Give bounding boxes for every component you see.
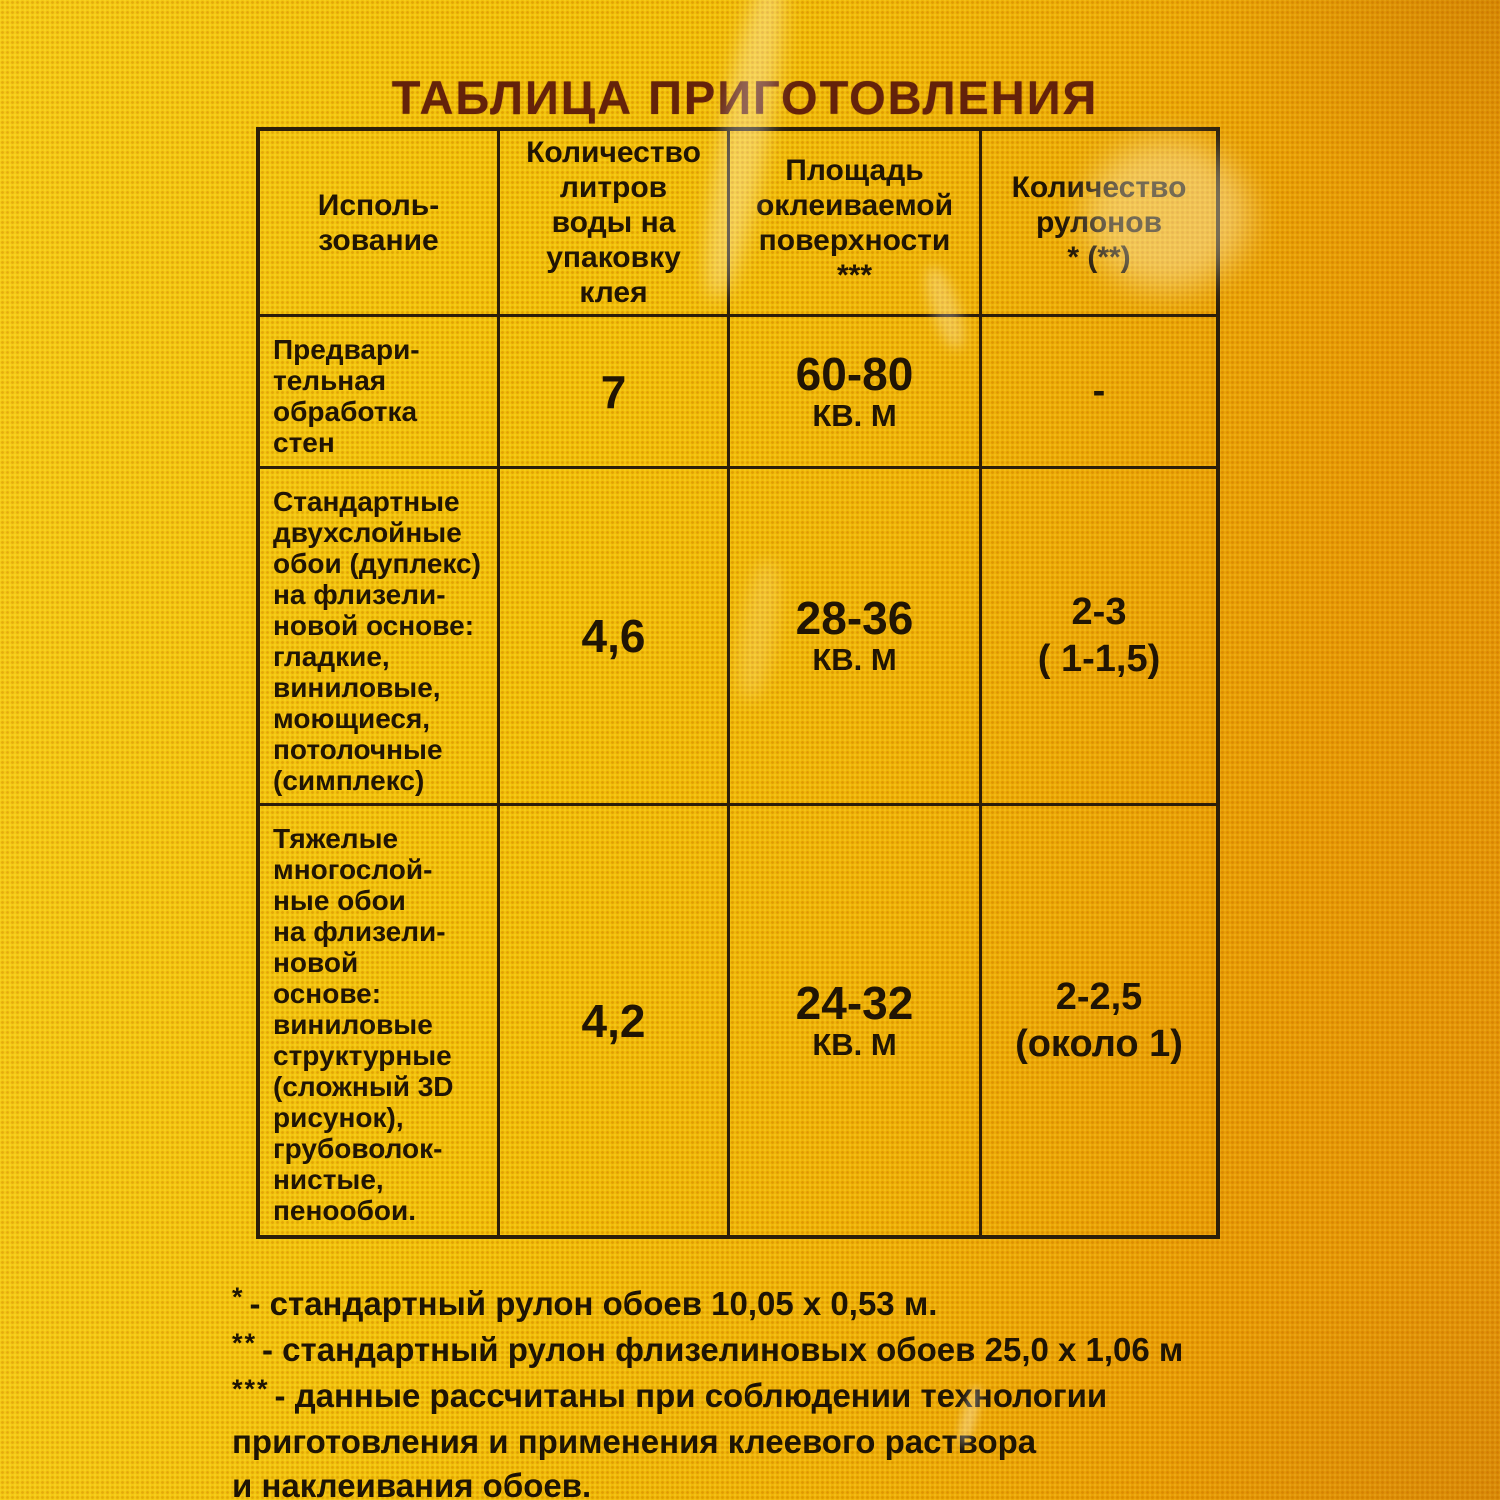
table-row-rolls-cell: - — [982, 317, 1216, 469]
header-area: Площадь оклеиваемой поверхности *** — [730, 131, 982, 317]
area-unit: КВ. М — [812, 397, 897, 433]
table-row-rolls-cell: 2-2,5 (около 1) — [982, 806, 1216, 1235]
footnote-marker: ** — [232, 1328, 258, 1358]
table-row-area-cell: 24-32 КВ. М — [730, 806, 982, 1235]
footnote-marker: * — [232, 1282, 245, 1312]
table-row-usage-cell: Тяжелые многослой- ные обои на флизели- … — [260, 806, 500, 1235]
rolls-value: 2-2,5 — [1055, 975, 1143, 1018]
area-value: 24-32 — [795, 976, 914, 1029]
table-row-water-cell: 7 — [500, 317, 730, 469]
rolls-value: 2-3 — [1071, 591, 1127, 633]
header-water: Количество литров воды на упаковку клея — [500, 131, 730, 317]
footnote-standard-roll: * - стандартный рулон обоев 10,05 х 0,53 … — [232, 1282, 1312, 1328]
header-usage: Исполь- зование — [260, 131, 500, 317]
footnote-text: - данные рассчитаны при соблюдении техно… — [232, 1377, 1108, 1500]
table-row-water-cell: 4,2 — [500, 806, 730, 1235]
page-title: ТАБЛИЦА ПРИГОТОВЛЕНИЯ — [391, 71, 1099, 124]
table-row-usage-cell: Предвари- тельная обработка стен — [260, 317, 500, 469]
footnotes: * - стандартный рулон обоев 10,05 х 0,53 … — [232, 1282, 1312, 1500]
area-unit: КВ. М — [812, 1026, 897, 1062]
area-value: 60-80 — [795, 347, 914, 400]
footnote-data-conditions: *** - данные рассчитаны при соблюдении те… — [232, 1374, 1312, 1500]
footnote-text: - стандартный рулон обоев 10,05 х 0,53 м… — [249, 1285, 938, 1322]
area-unit: КВ. М — [812, 642, 897, 677]
table-row-usage-cell: Стандартные двухслойные обои (дуплекс) н… — [260, 469, 500, 806]
footnote-nonwoven-roll: ** - стандартный рулон флизелиновых обоев… — [232, 1328, 1312, 1374]
rolls-note: (около 1) — [1015, 1022, 1183, 1065]
rolls-note: ( 1-1,5) — [1037, 638, 1161, 680]
rolls-value: - — [1092, 370, 1106, 412]
table-row-rolls-cell: 2-3 ( 1-1,5) — [982, 469, 1216, 806]
footnote-marker: *** — [232, 1374, 270, 1404]
footnote-text: - стандартный рулон флизелиновых обоев 2… — [262, 1331, 1184, 1368]
table-row-water-cell: 4,6 — [500, 469, 730, 806]
table-row-area-cell: 28-36 КВ. М — [730, 469, 982, 806]
preparation-table: Исполь- зование Количество литров воды н… — [256, 127, 1220, 1239]
header-rolls: Количество рулонов * (**) — [982, 131, 1216, 317]
table-row-area-cell: 60-80 КВ. М — [730, 317, 982, 469]
area-value: 28-36 — [795, 592, 914, 644]
